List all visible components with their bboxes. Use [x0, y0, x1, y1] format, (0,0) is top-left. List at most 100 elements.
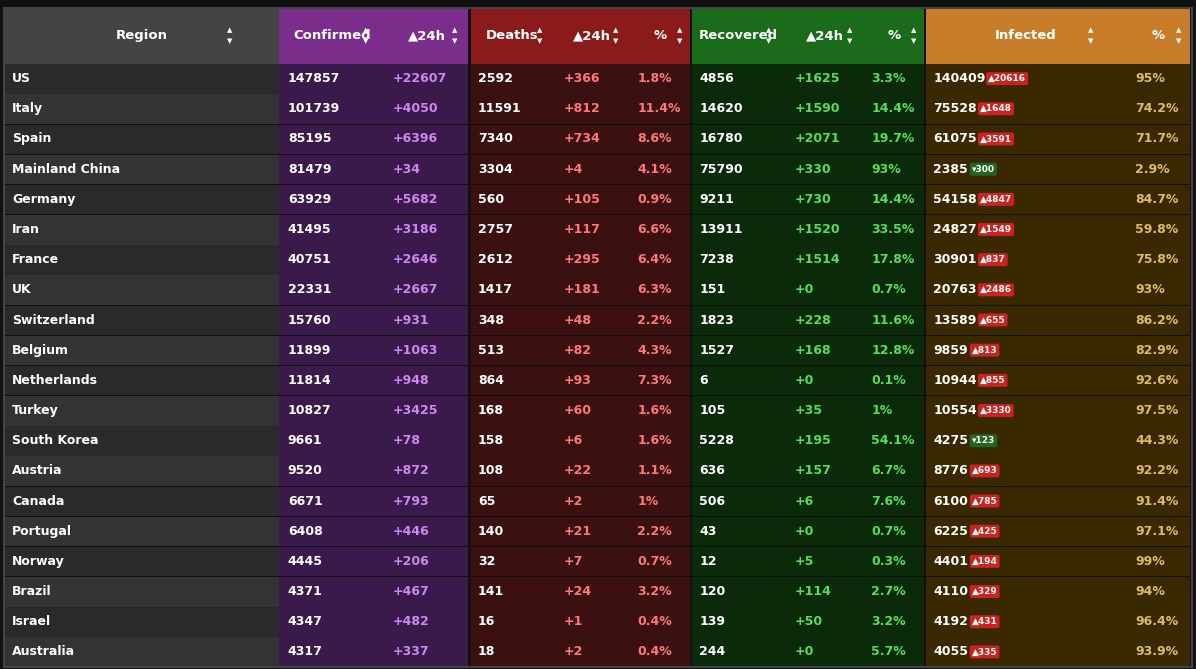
Bar — [555, 64, 629, 94]
Bar — [384, 184, 470, 214]
Text: 108: 108 — [478, 464, 504, 478]
Text: ▼: ▼ — [765, 38, 771, 44]
Text: 17.8%: 17.8% — [872, 253, 915, 266]
Text: 0.7%: 0.7% — [637, 555, 672, 568]
Text: 11591: 11591 — [478, 102, 521, 115]
Text: Region: Region — [116, 29, 167, 42]
Bar — [4, 214, 1192, 215]
Text: ▲655: ▲655 — [980, 316, 1006, 324]
Text: ▲1648: ▲1648 — [980, 104, 1012, 113]
Bar — [555, 124, 629, 154]
Bar — [925, 64, 1127, 94]
Bar — [470, 94, 555, 124]
Text: 2385: 2385 — [933, 163, 968, 176]
Text: 63929: 63929 — [288, 193, 331, 206]
Text: 636: 636 — [700, 464, 725, 478]
Bar — [470, 305, 555, 335]
Bar — [470, 607, 555, 637]
Bar — [864, 425, 925, 456]
Text: +482: +482 — [392, 615, 429, 628]
Text: 5228: 5228 — [700, 434, 734, 447]
Bar — [925, 305, 1127, 335]
Text: 1%: 1% — [872, 404, 892, 417]
Text: ▲813: ▲813 — [972, 346, 997, 355]
Bar — [1127, 335, 1190, 365]
Text: 18: 18 — [478, 646, 495, 658]
Text: ▲425: ▲425 — [972, 527, 997, 536]
Bar — [280, 305, 384, 335]
Bar — [4, 335, 280, 365]
Bar — [925, 486, 1127, 516]
Text: 94%: 94% — [1135, 585, 1165, 598]
Bar — [864, 456, 925, 486]
Bar — [555, 637, 629, 667]
Bar — [925, 275, 1127, 305]
Bar — [786, 456, 864, 486]
Text: 13911: 13911 — [700, 223, 743, 236]
Text: 43: 43 — [700, 524, 716, 538]
Text: 99%: 99% — [1135, 555, 1165, 568]
Bar — [470, 154, 555, 184]
Bar — [280, 124, 384, 154]
Text: ▲: ▲ — [1088, 27, 1093, 33]
Bar — [864, 486, 925, 516]
Text: 16: 16 — [478, 615, 495, 628]
Bar — [555, 94, 629, 124]
Bar — [4, 637, 280, 667]
Text: 7340: 7340 — [478, 132, 513, 145]
Text: 24827: 24827 — [933, 223, 977, 236]
Text: 3.2%: 3.2% — [637, 585, 672, 598]
Bar — [555, 154, 629, 184]
Text: +2: +2 — [563, 646, 582, 658]
Bar — [786, 94, 864, 124]
Bar — [1127, 547, 1190, 577]
Text: +0: +0 — [794, 646, 813, 658]
Text: ▲3591: ▲3591 — [980, 134, 1012, 143]
Text: +4: +4 — [563, 163, 582, 176]
Text: 95%: 95% — [1135, 72, 1165, 85]
Text: 6.3%: 6.3% — [637, 284, 672, 296]
Text: 139: 139 — [700, 615, 725, 628]
Text: +24: +24 — [563, 585, 592, 598]
Bar — [1127, 245, 1190, 275]
Text: +21: +21 — [563, 524, 592, 538]
Bar — [691, 184, 786, 214]
Bar — [470, 425, 555, 456]
Text: 0.4%: 0.4% — [637, 646, 672, 658]
Text: 6671: 6671 — [288, 494, 323, 508]
Bar — [691, 8, 786, 64]
Text: 6.6%: 6.6% — [637, 223, 672, 236]
Bar — [280, 214, 384, 245]
Text: 10554: 10554 — [933, 404, 977, 417]
Text: 1.6%: 1.6% — [637, 404, 672, 417]
Bar — [629, 94, 691, 124]
Bar — [691, 245, 786, 275]
Bar — [691, 275, 786, 305]
Bar — [925, 456, 1127, 486]
Text: 4371: 4371 — [288, 585, 323, 598]
Bar — [470, 8, 555, 64]
Bar — [786, 335, 864, 365]
Text: Portugal: Portugal — [12, 524, 72, 538]
Text: 2.2%: 2.2% — [637, 524, 672, 538]
Text: +48: +48 — [563, 314, 592, 326]
Text: 4192: 4192 — [933, 615, 969, 628]
Bar — [690, 8, 692, 667]
Bar — [4, 214, 280, 245]
Text: +812: +812 — [563, 102, 600, 115]
Text: 4445: 4445 — [288, 555, 323, 568]
Text: 10827: 10827 — [288, 404, 331, 417]
Text: ▲1549: ▲1549 — [980, 225, 1012, 234]
Bar — [470, 64, 555, 94]
Bar — [864, 547, 925, 577]
Bar — [384, 456, 470, 486]
Text: Switzerland: Switzerland — [12, 314, 94, 326]
Text: 4275: 4275 — [933, 434, 969, 447]
Bar — [786, 365, 864, 395]
Text: Turkey: Turkey — [12, 404, 59, 417]
Bar — [786, 577, 864, 607]
Bar — [786, 395, 864, 425]
Bar — [555, 8, 629, 64]
Text: +168: +168 — [794, 344, 831, 357]
Text: 1.1%: 1.1% — [637, 464, 672, 478]
